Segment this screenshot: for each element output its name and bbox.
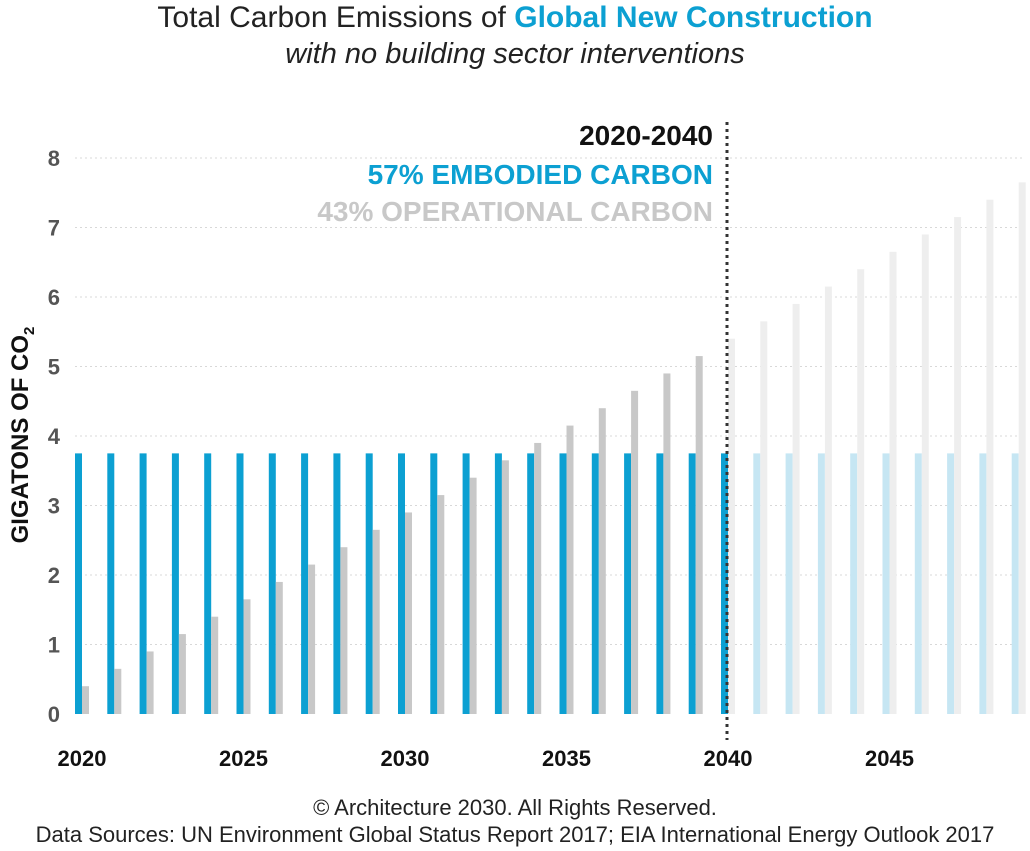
- bar-operational-2041: [760, 321, 768, 714]
- bar-operational-2039: [695, 356, 703, 714]
- bar-embodied-2044: [850, 453, 858, 714]
- y-axis-label-text: GIGATONS OF CO: [7, 335, 34, 543]
- bar-embodied-2038: [656, 453, 664, 714]
- y-tick-label: 3: [48, 494, 60, 519]
- bar-embodied-2026: [268, 453, 276, 714]
- bar-operational-2035: [566, 425, 574, 714]
- bar-embodied-2040: [721, 453, 728, 714]
- bar-operational-2025: [243, 599, 251, 714]
- x-axis-ticks: 2020 2025 2030 2035 2040 2045: [58, 746, 914, 771]
- y-tick-label: 0: [48, 702, 60, 727]
- bar-embodied-2033: [494, 453, 502, 714]
- bar-embodied-2032: [462, 453, 470, 714]
- bar-embodied-2043: [817, 453, 825, 714]
- bar-embodied-2039: [688, 453, 696, 714]
- bar-operational-2031: [437, 495, 445, 714]
- bar-operational-2042: [792, 303, 800, 714]
- bar-embodied-2029: [365, 453, 373, 714]
- chart-title-prefix: Total Carbon Emissions of: [157, 1, 515, 34]
- bar-embodied-2048: [979, 453, 987, 714]
- bar-embodied-2023: [171, 453, 179, 714]
- y-tick-label: 1: [48, 633, 60, 658]
- bar-embodied-2045: [882, 453, 890, 714]
- bar-embodied-2041: [753, 453, 761, 714]
- x-tick-label: 2025: [219, 746, 268, 771]
- bar-operational-2040: [728, 338, 735, 714]
- bar-operational-2021: [114, 668, 122, 714]
- bar-operational-2032: [469, 477, 477, 714]
- bar-operational-2046: [921, 234, 929, 714]
- bar-operational-2023: [178, 634, 186, 714]
- bar-embodied-2025: [236, 453, 244, 714]
- bar-embodied-2046: [914, 453, 922, 714]
- bar-embodied-2034: [527, 453, 535, 714]
- y-axis-label-subscript: 2: [21, 327, 38, 335]
- bar-operational-2029: [372, 529, 380, 714]
- x-tick-label: 2040: [704, 746, 753, 771]
- bar-operational-2033: [501, 460, 509, 714]
- bar-embodied-2042: [785, 453, 793, 714]
- y-axis-ticks: 0 1 2 3 4 5 6 7 8: [48, 146, 61, 727]
- bar-embodied-2049: [1011, 453, 1019, 714]
- footer-copyright: © Architecture 2030. All Rights Reserved…: [313, 795, 717, 820]
- bar-embodied-2031: [430, 453, 438, 714]
- chart-title: Total Carbon Emissions of Global New Con…: [0, 0, 1030, 36]
- y-axis-label: GIGATONS OF CO2: [7, 327, 38, 544]
- x-tick-label: 2020: [58, 746, 107, 771]
- bar-embodied-2036: [591, 453, 599, 714]
- bar-embodied-2024: [204, 453, 212, 714]
- chart-subtitle: with no building sector interventions: [285, 38, 745, 70]
- bar-operational-2028: [340, 547, 348, 714]
- bar-embodied-2030: [398, 453, 405, 714]
- footer-sources: Data Sources: UN Environment Global Stat…: [35, 822, 995, 847]
- bar-embodied-2037: [624, 453, 632, 714]
- bar-operational-2020: [82, 686, 89, 714]
- bar-operational-2047: [954, 217, 962, 714]
- y-tick-label: 2: [48, 563, 60, 588]
- grid-lines: [75, 157, 1025, 645]
- annotation-embodied: 57% EMBODIED CARBON: [368, 159, 713, 190]
- bar-operational-2034: [534, 442, 542, 714]
- y-tick-label: 8: [48, 146, 60, 171]
- bar-operational-2030: [405, 512, 412, 714]
- bar-embodied-2047: [947, 453, 955, 714]
- y-tick-label: 7: [48, 216, 60, 241]
- bar-operational-2036: [598, 408, 606, 714]
- bar-embodied-2020: [75, 453, 82, 714]
- annotation-operational: 43% OPERATIONAL CARBON: [317, 196, 713, 227]
- y-tick-label: 4: [48, 424, 61, 449]
- chart-title-accent: Global New Construction: [514, 1, 873, 34]
- y-tick-label: 5: [48, 355, 60, 380]
- x-tick-label: 2030: [381, 746, 430, 771]
- bar-operational-2045: [889, 251, 897, 714]
- bar-embodied-2021: [107, 453, 115, 714]
- bar-operational-2048: [986, 199, 994, 714]
- bar-operational-2037: [631, 390, 639, 714]
- bar-operational-2026: [275, 581, 283, 714]
- x-tick-label: 2035: [542, 746, 591, 771]
- bar-operational-2038: [663, 373, 671, 714]
- bar-operational-2044: [857, 269, 865, 714]
- bar-embodied-2022: [139, 453, 147, 714]
- annotation-period: 2020-2040: [579, 120, 713, 151]
- bar-embodied-2028: [333, 453, 341, 714]
- bar-operational-2049: [1018, 182, 1026, 714]
- bars: [75, 182, 1026, 714]
- bar-embodied-2035: [559, 453, 567, 714]
- bar-operational-2022: [146, 651, 154, 714]
- bar-operational-2027: [308, 564, 316, 714]
- x-tick-label: 2045: [865, 746, 914, 771]
- bar-operational-2043: [824, 286, 832, 714]
- y-tick-label: 6: [48, 285, 60, 310]
- bar-operational-2024: [211, 616, 219, 714]
- bar-embodied-2027: [301, 453, 309, 714]
